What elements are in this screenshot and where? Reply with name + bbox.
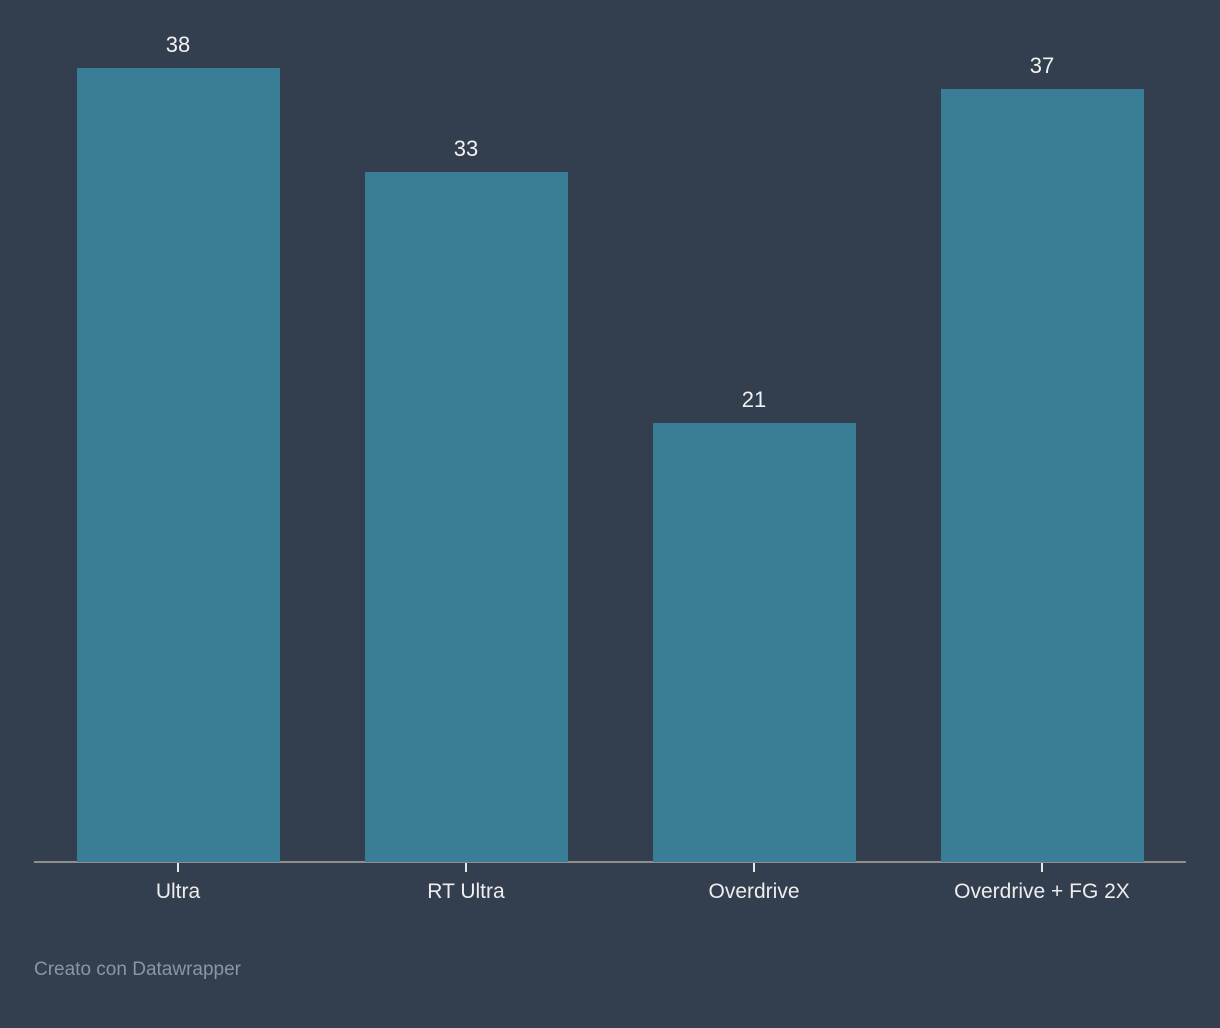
x-axis-tick [753,863,755,872]
value-label: 38 [165,32,191,57]
x-axis-label: Overdrive [708,880,800,903]
x-axis-tick [465,863,467,872]
x-axis-tick [1041,863,1043,872]
x-axis-label: Ultra [155,880,201,903]
x-axis-tick [177,863,179,872]
bar [941,89,1144,862]
value-label: 33 [453,136,479,161]
value-label: 37 [1029,53,1055,78]
bar [365,172,568,862]
x-axis-label: RT Ultra [427,880,505,903]
bar [77,68,280,862]
datawrapper-credit-link[interactable]: Creato con Datawrapper [34,959,241,980]
x-axis-label: Overdrive + FG 2X [954,880,1130,903]
value-label: 21 [741,387,767,412]
bar [653,423,856,862]
x-axis-line [34,861,1186,863]
